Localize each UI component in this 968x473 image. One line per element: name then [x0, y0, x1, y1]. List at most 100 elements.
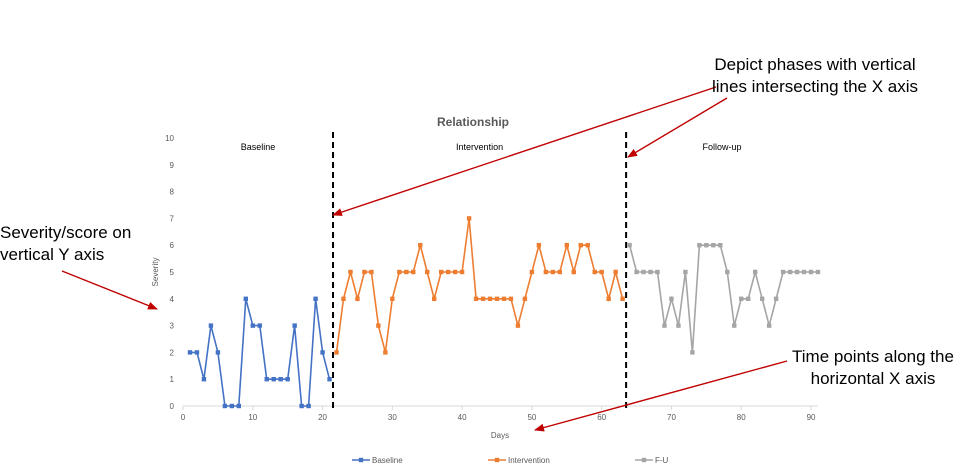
data-point — [536, 243, 542, 248]
data-point — [473, 296, 479, 301]
phase-label: Intervention — [456, 142, 503, 152]
data-point — [264, 377, 269, 382]
callout-phases-text: Depict phases with vertical lines inters… — [712, 55, 918, 96]
data-point — [404, 269, 409, 275]
data-point — [299, 403, 304, 409]
y-tick-label: 2 — [170, 348, 175, 357]
data-point — [620, 296, 625, 301]
data-point — [711, 243, 716, 248]
data-point — [515, 323, 521, 328]
data-point — [383, 350, 388, 355]
legend-marker — [641, 457, 647, 463]
callout-x-axis: Time points along the horizontal X axis — [778, 346, 968, 390]
series-line — [190, 298, 331, 407]
y-axis-label: Severity — [151, 258, 160, 287]
data-point — [508, 296, 514, 301]
data-point — [606, 296, 611, 301]
data-point — [669, 296, 674, 301]
data-point — [327, 377, 332, 382]
data-point — [725, 269, 730, 275]
data-point — [641, 269, 646, 275]
annotation-arrow — [332, 86, 717, 216]
phase-label: Follow-up — [703, 142, 742, 152]
data-point — [501, 296, 507, 301]
y-tick-label: 8 — [170, 188, 175, 197]
x-tick-label: 10 — [248, 413, 257, 422]
data-point — [787, 269, 793, 275]
y-tick-label: 6 — [170, 241, 175, 250]
x-tick-label: 0 — [181, 413, 186, 422]
data-point — [655, 269, 660, 275]
y-tick-label: 7 — [170, 214, 175, 223]
data-point — [662, 323, 667, 328]
data-point — [292, 323, 297, 328]
legend-entry: Baseline — [372, 456, 403, 465]
callout-phases: Depict phases with vertical lines inters… — [700, 54, 930, 98]
data-point — [599, 269, 604, 275]
data-point — [355, 296, 360, 301]
data-point — [466, 216, 472, 221]
data-point — [487, 296, 493, 301]
data-point — [529, 269, 535, 275]
annotation-arrow — [534, 360, 788, 432]
legend-entry: Intervention — [508, 456, 550, 465]
data-point — [752, 269, 758, 275]
data-point — [348, 269, 353, 275]
y-tick-label: 3 — [170, 322, 175, 331]
data-point — [278, 377, 283, 382]
data-point — [243, 296, 249, 301]
x-tick-label: 70 — [667, 413, 676, 422]
data-point — [369, 269, 374, 275]
data-point — [236, 403, 242, 409]
x-tick-label: 40 — [458, 413, 467, 422]
data-point — [306, 403, 311, 409]
data-point — [438, 269, 444, 275]
data-point — [557, 269, 563, 275]
annotation-arrow — [61, 270, 158, 310]
data-point — [773, 296, 779, 301]
data-point — [376, 323, 381, 328]
data-point — [334, 350, 339, 355]
y-tick-label: 10 — [165, 134, 174, 143]
data-point — [362, 269, 367, 275]
callout-x-axis-text: Time points along the horizontal X axis — [792, 347, 954, 388]
y-tick-label: 1 — [170, 375, 175, 384]
data-point — [794, 269, 800, 275]
data-point — [285, 377, 290, 382]
data-point — [452, 269, 458, 275]
x-axis-label: Days — [491, 431, 509, 440]
data-point — [564, 243, 569, 248]
data-point — [418, 243, 423, 248]
x-tick-label: 50 — [527, 413, 536, 422]
annotation-arrow — [627, 97, 728, 158]
data-point — [801, 269, 807, 275]
data-point — [411, 269, 416, 275]
y-tick-label: 9 — [170, 161, 175, 170]
data-point — [704, 243, 709, 248]
phase-label: Baseline — [241, 142, 276, 152]
chart-title: Relationship — [437, 115, 509, 129]
legend-entry: F-U — [655, 456, 669, 465]
x-tick-label: 90 — [807, 413, 816, 422]
data-point — [634, 269, 639, 275]
data-point — [739, 296, 744, 301]
data-point — [194, 350, 200, 355]
data-point — [732, 323, 737, 328]
data-point — [578, 243, 583, 248]
x-tick-label: 60 — [597, 413, 606, 422]
data-point — [585, 243, 590, 248]
data-point — [780, 269, 786, 275]
data-point — [683, 269, 688, 275]
data-point — [571, 269, 576, 275]
data-point — [746, 296, 751, 301]
legend-marker — [358, 457, 364, 463]
x-tick-label: 80 — [737, 413, 746, 422]
data-point — [718, 243, 723, 248]
legend-marker — [494, 457, 500, 463]
data-point — [341, 296, 346, 301]
data-point — [397, 269, 402, 275]
data-point — [459, 269, 465, 275]
data-point — [697, 243, 702, 248]
